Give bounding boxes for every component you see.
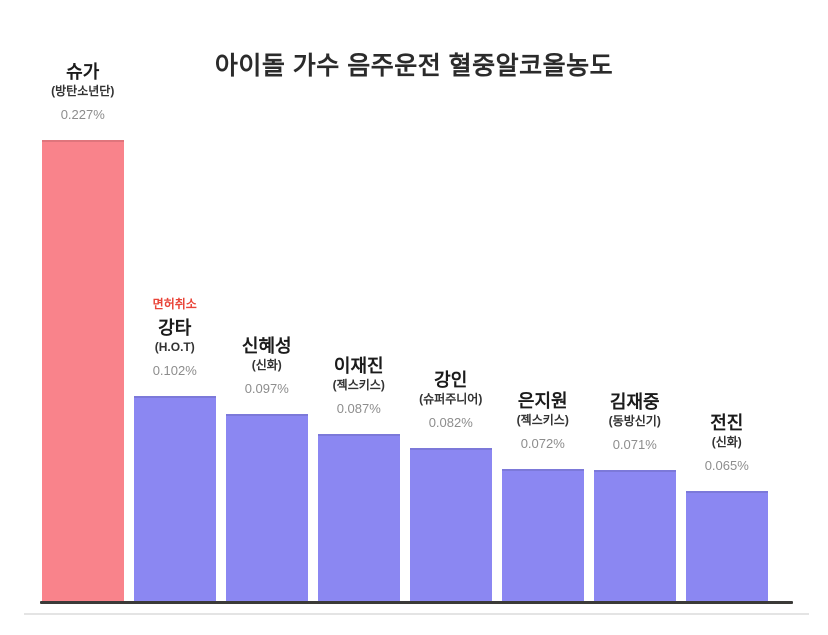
bar-name: 신혜성 [241, 335, 292, 356]
bar-column: 전진 (신화) 0.065% [686, 413, 768, 603]
bar-column: 슈가 (방탄소년단) 0.227% [42, 62, 124, 603]
bar [134, 396, 216, 603]
bar-column: 이재진 (젝스키스) 0.087% [318, 356, 400, 603]
bar-value-label: 0.227% [60, 107, 105, 123]
bar-group: (젝스키스) [332, 377, 385, 392]
bar [42, 140, 124, 603]
bar-column: 은지원 (젝스키스) 0.072% [502, 391, 584, 603]
bar [318, 434, 400, 603]
x-axis-line [40, 601, 793, 604]
bar-labels: 신혜성 (신화) 0.097% [242, 336, 292, 414]
bar-name: 은지원 [517, 390, 568, 411]
bar [226, 414, 308, 603]
bar-name: 전진 [710, 412, 744, 433]
bar [686, 491, 768, 603]
bar-group: (젝스키스) [516, 412, 569, 427]
bar-name: 강인 [434, 369, 468, 390]
bar-column: 신혜성 (신화) 0.097% [226, 336, 308, 603]
bar-group: (신화) [251, 357, 282, 372]
bar-name: 슈가 [66, 61, 100, 82]
bar-column: 강인 (슈퍼주니어) 0.082% [410, 370, 492, 603]
bar-column: 김재중 (동방신기) 0.071% [594, 392, 676, 603]
bar-labels: 전진 (신화) 0.065% [705, 413, 749, 491]
bar-columns: 슈가 (방탄소년단) 0.227% 면허취소 강타 (H.O.T) 0.102% 신혜성 (신화… [42, 62, 768, 603]
bar [502, 469, 584, 603]
bar-value-label: 0.082% [428, 415, 473, 431]
bar-labels: 이재진 (젝스키스) 0.087% [333, 356, 385, 434]
bar-name: 김재중 [609, 391, 660, 412]
bar-value-label: 0.065% [704, 458, 749, 474]
bar-group: (슈퍼주니어) [419, 391, 483, 406]
axis-shadow-line [24, 613, 809, 615]
bar-name: 강타 [158, 317, 192, 338]
bar-group: (신화) [711, 434, 742, 449]
chart-title: 아이돌 가수 음주운전 혈중알코올농도 [214, 52, 614, 80]
bar-labels: 슈가 (방탄소년단) 0.227% [51, 62, 114, 140]
bar [594, 470, 676, 603]
bar-value-label: 0.087% [336, 401, 381, 417]
bar-group: (방탄소년단) [51, 83, 115, 98]
bar-group: (H.O.T) [154, 339, 195, 354]
bar-group: (동방신기) [608, 413, 661, 428]
bar-labels: 강인 (슈퍼주니어) 0.082% [419, 370, 482, 448]
bar-labels: 김재중 (동방신기) 0.071% [609, 392, 661, 470]
bar-labels: 은지원 (젝스키스) 0.072% [517, 391, 569, 469]
bar-value-label: 0.071% [612, 437, 657, 453]
bar [410, 448, 492, 603]
bar-name: 이재진 [333, 355, 384, 376]
bar-value-label: 0.072% [520, 436, 565, 452]
bar-annotation: 면허취소 [152, 296, 197, 311]
bar-value-label: 0.102% [152, 363, 197, 379]
bar-value-label: 0.097% [244, 381, 289, 397]
